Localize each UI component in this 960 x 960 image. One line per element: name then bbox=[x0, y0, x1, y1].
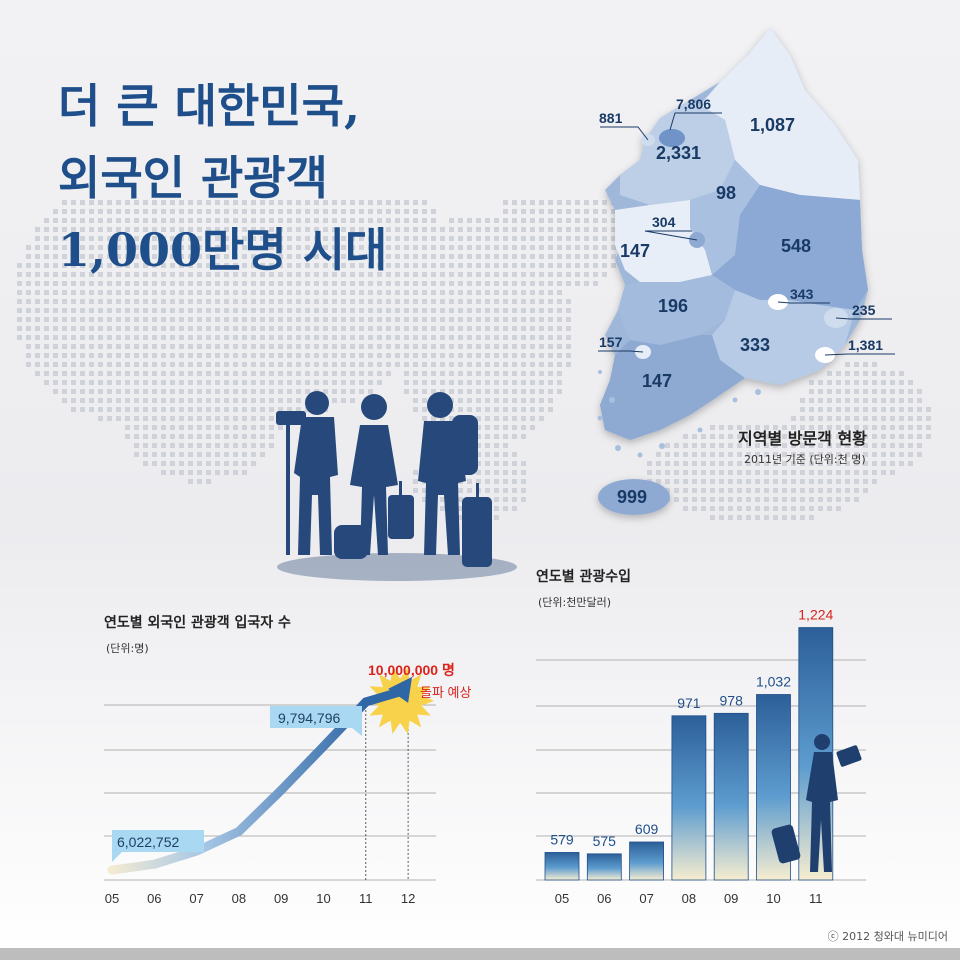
travelers-illustration bbox=[276, 391, 517, 581]
copyright: ⓒ 2012 청와대 뉴미디어 bbox=[827, 930, 948, 943]
callout-tail-11 bbox=[352, 728, 362, 736]
callout-tail-05 bbox=[112, 852, 122, 862]
label-jeju: 999 bbox=[617, 487, 647, 507]
bar-tick-06: 06 bbox=[597, 891, 611, 906]
bar-tick-09: 09 bbox=[724, 891, 738, 906]
islands bbox=[597, 370, 761, 458]
bar-chart-unit: (단위:천만달러) bbox=[538, 596, 612, 609]
region-jeonnam bbox=[600, 335, 745, 440]
callout-label-11: 9,794,796 bbox=[278, 710, 340, 726]
forecast-label: 10,000,000 명 bbox=[368, 662, 455, 678]
footer-bar bbox=[0, 948, 960, 960]
label-gwangju: 157 bbox=[599, 334, 623, 350]
bar-tick-05: 05 bbox=[555, 891, 569, 906]
region-gyeonggi bbox=[620, 100, 735, 205]
bar-chart-title: 연도별 관광수입 bbox=[536, 569, 632, 585]
bar-06 bbox=[586, 853, 622, 881]
region-chungnam bbox=[615, 200, 712, 282]
headline: 더 큰 대한민국, 외국인 관광객 1,000만명 시대 bbox=[58, 70, 387, 286]
region-gyeongbuk bbox=[712, 185, 868, 310]
bar-05 bbox=[544, 852, 580, 881]
forecast-burst bbox=[366, 667, 435, 734]
label-ulsan: 235 bbox=[852, 302, 876, 318]
label-jeonnam: 147 bbox=[642, 371, 672, 391]
label-gyeongbuk: 548 bbox=[781, 236, 811, 256]
traveler-woman-illustration bbox=[771, 734, 862, 872]
bar-value-06: 575 bbox=[593, 833, 617, 849]
callout-box-05 bbox=[112, 830, 204, 852]
bar-value-11: 1,224 bbox=[798, 607, 833, 623]
bar-value-08: 971 bbox=[677, 695, 701, 711]
line-tick-05: 05 bbox=[105, 891, 119, 906]
bar-07 bbox=[629, 841, 664, 881]
line-tick-11: 11 bbox=[359, 891, 373, 906]
bar-value-07: 609 bbox=[635, 821, 659, 837]
line-tick-06: 06 bbox=[147, 891, 161, 906]
region-labels: 881 7,806 1,087 2,331 98 304 147 548 196… bbox=[599, 96, 883, 507]
label-chungbuk: 98 bbox=[716, 183, 736, 203]
region-jeonbuk bbox=[618, 275, 735, 345]
line-tick-09: 09 bbox=[274, 891, 288, 906]
label-busan: 1,381 bbox=[848, 337, 883, 353]
bar-09 bbox=[713, 712, 749, 881]
line-arrow-shaft bbox=[361, 687, 405, 707]
callout-label-05: 6,022,752 bbox=[117, 834, 179, 850]
label-incheon: 881 bbox=[599, 110, 623, 126]
callout-box-11 bbox=[270, 706, 362, 728]
region-jeju bbox=[598, 479, 670, 515]
label-daejeon: 304 bbox=[652, 214, 676, 230]
label-gangwon: 1,087 bbox=[750, 115, 795, 135]
map-unit: 2011년 기준 (단위:천 명) bbox=[744, 453, 866, 466]
label-chungnam: 147 bbox=[620, 241, 650, 261]
headline-line-1: 더 큰 대한민국, bbox=[58, 79, 360, 133]
label-jeonbuk: 196 bbox=[658, 296, 688, 316]
line-arrow-head bbox=[388, 676, 413, 703]
map-caption: 지역별 방문객 현황 bbox=[738, 429, 867, 448]
bar-tick-10: 10 bbox=[766, 891, 780, 906]
bar-value-10: 1,032 bbox=[756, 674, 791, 690]
bar-tick-11: 11 bbox=[809, 891, 823, 906]
korea-map: 881 7,806 1,087 2,331 98 304 147 548 196… bbox=[597, 28, 895, 515]
bar-08 bbox=[671, 715, 707, 881]
label-seoul: 7,806 bbox=[676, 96, 711, 112]
bar-tick-07: 07 bbox=[639, 891, 653, 906]
map-regions bbox=[598, 28, 868, 515]
region-chungbuk bbox=[690, 160, 760, 275]
line-chart-title: 연도별 외국인 관광객 입국자 수 bbox=[104, 615, 291, 631]
leader-lines bbox=[598, 112, 895, 356]
label-gyeongnam: 333 bbox=[740, 335, 770, 355]
line-tick-12: 12 bbox=[401, 891, 415, 906]
bar-tick-08: 08 bbox=[682, 891, 696, 906]
bar-value-09: 978 bbox=[720, 692, 744, 708]
line-chart-unit: (단위:명) bbox=[106, 642, 149, 655]
forecast-sublabel: 돌파 예상 bbox=[420, 685, 471, 700]
label-daegu: 343 bbox=[790, 286, 814, 302]
label-gyeonggi: 2,331 bbox=[656, 143, 701, 163]
line-tick-08: 08 bbox=[232, 891, 246, 906]
line-series bbox=[107, 697, 371, 875]
line-tick-10: 10 bbox=[316, 891, 330, 906]
bar-value-05: 579 bbox=[550, 831, 574, 847]
headline-line-2: 외국인 관광객 bbox=[58, 151, 328, 205]
region-gangwon bbox=[700, 28, 860, 200]
region-seoul bbox=[659, 129, 685, 147]
line-tick-07: 07 bbox=[189, 891, 203, 906]
headline-line-3: 1,000만명 시대 bbox=[58, 223, 388, 277]
